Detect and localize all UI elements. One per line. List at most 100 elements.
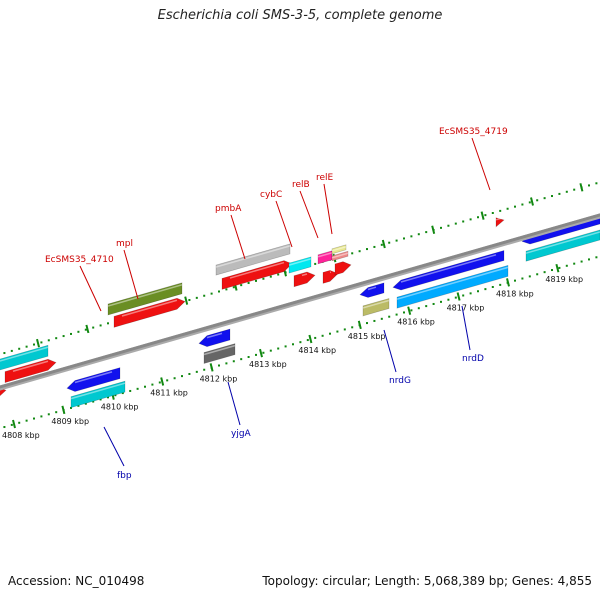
leader-line bbox=[103, 426, 125, 467]
tick-label: 4810 kbp bbox=[101, 403, 139, 412]
bottom-tick-dot bbox=[232, 360, 235, 363]
top-tick-dot bbox=[255, 279, 257, 282]
top-tick-dot bbox=[588, 184, 590, 187]
bottom-tick-dot bbox=[543, 271, 546, 274]
top-tick-dot bbox=[232, 286, 235, 289]
major-tick bbox=[381, 239, 386, 249]
bottom-tick-dot bbox=[314, 336, 317, 339]
bottom-tick-dot bbox=[403, 311, 405, 314]
major-tick bbox=[259, 348, 263, 358]
top-tick-dot bbox=[99, 324, 102, 327]
bottom-tick-dot bbox=[166, 379, 169, 382]
gene-cybC-shine bbox=[288, 258, 312, 266]
top-tick-dot bbox=[195, 296, 198, 299]
gene-red-a-shine bbox=[12, 360, 49, 372]
top-tick-dot bbox=[25, 345, 28, 348]
bottom-tick-dot bbox=[477, 290, 479, 293]
gene-label-nrdg: nrdG bbox=[389, 376, 411, 386]
bottom-tick-dot bbox=[47, 413, 50, 416]
bottom-tick-dot bbox=[240, 358, 243, 361]
bottom-tick-dot bbox=[595, 256, 598, 259]
bottom-tick-dot bbox=[292, 343, 294, 346]
bottom-tick-dot bbox=[151, 383, 154, 386]
gene-cyan-b-shine bbox=[396, 266, 509, 300]
bottom-tick-dot bbox=[454, 296, 457, 299]
top-tick-dot bbox=[506, 207, 509, 210]
tick-label: 4819 kbp bbox=[545, 275, 583, 284]
bottom-tick-dot bbox=[551, 269, 553, 272]
genome-backbone bbox=[0, 213, 600, 391]
bottom-tick-dot bbox=[329, 332, 331, 335]
bottom-tick-dot bbox=[573, 262, 576, 265]
major-tick bbox=[456, 292, 461, 301]
top-tick-dot bbox=[358, 250, 361, 253]
top-tick-dot bbox=[499, 209, 502, 212]
tick-label: 4816 kbp bbox=[397, 318, 435, 327]
gene-grey-shine bbox=[203, 344, 236, 356]
gene-red-g bbox=[495, 217, 505, 228]
major-tick bbox=[160, 377, 165, 386]
gene-red-b-shine bbox=[121, 299, 178, 317]
tick-label: 4813 kbp bbox=[249, 360, 287, 369]
top-tick-dot bbox=[366, 248, 368, 251]
gene-label-pmba: pmbA bbox=[215, 204, 242, 214]
major-tick bbox=[12, 419, 16, 429]
top-tick-dot bbox=[18, 347, 21, 350]
backbone-line bbox=[0, 213, 600, 389]
gene-relE-a-shine bbox=[331, 246, 347, 252]
top-tick-dot bbox=[558, 192, 561, 195]
top-tick-dot bbox=[218, 290, 220, 293]
top-tick-dot bbox=[410, 235, 413, 238]
bottom-tick-dot bbox=[18, 421, 21, 424]
top-tick-dot bbox=[262, 277, 265, 280]
bottom-tick-dot bbox=[528, 275, 531, 278]
bottom-tick-dot bbox=[114, 394, 117, 397]
major-tick bbox=[184, 296, 189, 305]
gene-label-cybc: cybC bbox=[260, 190, 282, 200]
bottom-tick-dot bbox=[336, 330, 339, 333]
gene-red-g-shine bbox=[495, 216, 505, 221]
bottom-tick-dot bbox=[173, 377, 176, 380]
bottom-tick-dot bbox=[247, 356, 250, 359]
top-tick-dot bbox=[595, 182, 598, 185]
bottom-tick-dot bbox=[425, 305, 428, 308]
bottom-tick-dot bbox=[84, 402, 87, 405]
gene-khaki-shine bbox=[362, 299, 390, 309]
major-tick bbox=[85, 324, 90, 334]
bottom-tick-dot bbox=[417, 307, 420, 310]
gene-nrdG-shine bbox=[367, 286, 377, 291]
gene-red-d bbox=[293, 271, 316, 288]
top-tick-dot bbox=[417, 233, 420, 236]
gene-nrdD-shine bbox=[400, 254, 497, 283]
bottom-tick-dot bbox=[107, 396, 109, 399]
gene-red-c bbox=[221, 260, 293, 290]
bottom-tick-dot bbox=[3, 426, 6, 429]
gene-red-e bbox=[322, 270, 339, 284]
gene-pmbA bbox=[215, 243, 291, 276]
genome-summary: Topology: circular; Length: 5,068,389 bp… bbox=[262, 574, 592, 588]
top-tick-dot bbox=[55, 337, 58, 340]
bottom-tick-dot bbox=[558, 266, 561, 269]
gene-cyan-right-shine bbox=[525, 231, 600, 254]
top-tick-dot bbox=[551, 195, 553, 198]
bottom-tick-dot bbox=[588, 258, 590, 261]
top-tick-dot bbox=[92, 326, 95, 329]
bottom-tick-dot bbox=[565, 264, 568, 267]
tick-label: 4818 kbp bbox=[496, 289, 534, 298]
bottom-tick-dot bbox=[395, 313, 398, 316]
gene-cyan-c-shine bbox=[70, 382, 126, 400]
gene-label-fbp: fbp bbox=[117, 471, 132, 481]
bottom-tick-dot bbox=[25, 419, 28, 422]
tick-label: 4811 kbp bbox=[150, 388, 188, 397]
gene-yjgA bbox=[198, 328, 231, 347]
top-tick-dot bbox=[469, 218, 472, 221]
bottom-tick-dot bbox=[195, 370, 198, 373]
leader-line bbox=[299, 190, 319, 239]
gene-cyan-right bbox=[525, 229, 600, 262]
forward-tick-track bbox=[3, 182, 598, 355]
reverse-tick-track: 4808 kbp 4809 kbp 4810 kbp 4811 kbp 4812 kbp… bbox=[2, 256, 598, 440]
gene-mpl-shine bbox=[107, 284, 183, 307]
gene-nrdD bbox=[392, 250, 505, 291]
top-tick-dot bbox=[447, 224, 450, 227]
bottom-tick-dot bbox=[269, 349, 272, 352]
